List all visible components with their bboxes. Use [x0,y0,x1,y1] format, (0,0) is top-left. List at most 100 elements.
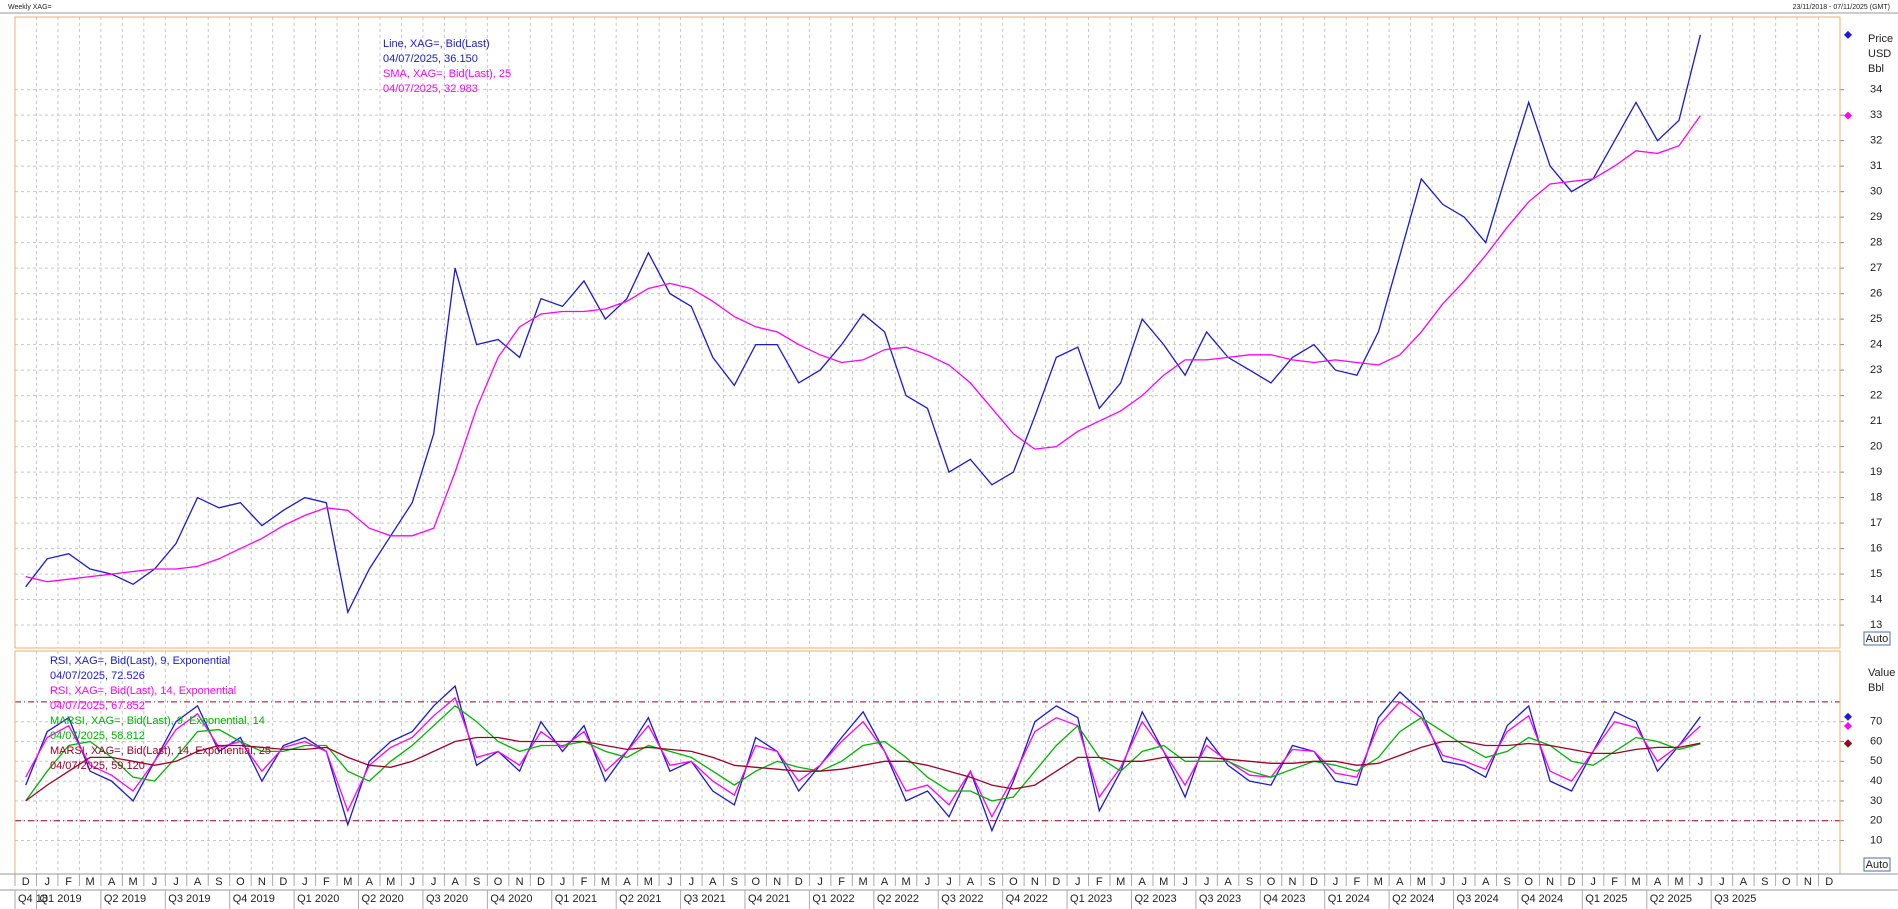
x-tick-label: O [1524,876,1533,888]
x-tick-label: J [1182,876,1188,888]
quarter-label: Q3 2025 [1714,893,1756,905]
quarter-label: Q2 2019 [104,893,146,905]
x-tick-label: S [215,876,222,888]
quarter-label: Q2 2020 [362,893,404,905]
y-tick-label: 20 [1870,440,1882,452]
x-tick-label: A [623,876,631,888]
x-tick-label: F [1611,876,1618,888]
x-tick-label: J [44,876,50,888]
x-tick-label: A [194,876,202,888]
quarter-label: Q2 2023 [1134,893,1176,905]
x-tick-label: J [1462,876,1468,888]
x-tick-label: J [560,876,566,888]
scale-button-label[interactable]: Auto [1866,859,1889,871]
legend-value: 04/07/2025, 58.812 [50,730,145,742]
quarter-label: Q4 2022 [1006,893,1048,905]
x-tick-label: J [1719,876,1725,888]
x-tick-label: S [1246,876,1253,888]
x-tick-label: J [1590,876,1596,888]
legend-value: 04/07/2025, 67.852 [50,700,145,712]
quarter-label: Q2 2025 [1650,893,1692,905]
y-tick-label: 33 [1870,109,1882,121]
x-tick-label: J [1333,876,1339,888]
x-tick-label: J [152,876,158,888]
y-tick-label: 30 [1870,795,1882,807]
x-tick-label: M [1374,876,1383,888]
x-tick-label: J [431,876,437,888]
x-tick-label: J [1075,876,1081,888]
x-tick-label: M [601,876,610,888]
quarter-label: Q2 2021 [619,893,661,905]
x-tick-label: A [108,876,116,888]
y-tick-label: 60 [1870,735,1882,747]
x-tick-label: S [473,876,480,888]
quarter-label: Q3 2021 [684,893,726,905]
axis-label: USD [1868,48,1891,60]
legend-name: Line, XAG=, Bid(Last) [383,38,490,50]
x-tick-label: A [967,876,975,888]
x-tick-label: A [1139,876,1147,888]
x-tick-label: A [366,876,374,888]
x-tick-label: D [22,876,30,888]
x-tick-label: O [236,876,245,888]
x-tick-label: A [1740,876,1748,888]
y-tick-label: 29 [1870,211,1882,223]
x-tick-label: S [988,876,995,888]
x-tick-label: A [881,876,889,888]
y-tick-label: 19 [1870,466,1882,478]
y-tick-label: 30 [1870,186,1882,198]
y-tick-label: 23 [1870,364,1882,376]
x-tick-label: D [279,876,287,888]
x-tick-label: O [1782,876,1791,888]
y-tick-label: 16 [1870,542,1882,554]
axis-label: Value [1868,667,1895,679]
y-tick-label: 27 [1870,262,1882,274]
x-tick-label: M [1417,876,1426,888]
quarter-label: Q3 2020 [426,893,468,905]
legend-value: 04/07/2025, 59.120 [50,760,145,772]
legend-name: MARSI, XAG=, Bid(Last), 9, Exponential, … [50,715,265,727]
series-line [25,684,1701,833]
x-tick-label: F [1096,876,1103,888]
x-tick-label: D [1052,876,1060,888]
y-tick-label: 25 [1870,313,1882,325]
scale-button[interactable] [1863,631,1891,646]
x-tick-label: D [537,876,545,888]
x-tick-label: M [901,876,910,888]
y-tick-label: 50 [1870,755,1882,767]
scale-button-label[interactable]: Auto [1866,633,1889,645]
y-tick-label: 14 [1870,593,1882,605]
legend-name: RSI, XAG=, Bid(Last), 14, Exponential [50,685,236,697]
x-tick-label: N [1289,876,1297,888]
quarter-label: Q1 2022 [812,893,854,905]
series-line [25,736,1701,802]
y-tick-label: 18 [1870,491,1882,503]
quarter-label: Q3 2023 [1199,893,1241,905]
axis-label: Bbl [1868,682,1884,694]
scale-button[interactable] [1863,857,1891,872]
quarter-label: Q2 2022 [877,893,919,905]
x-tick-label: M [644,876,653,888]
x-tick-label: D [1310,876,1318,888]
x-tick-label: J [689,876,695,888]
last-value-marker [1844,111,1852,120]
series-line [25,34,1702,615]
x-tick-label: J [946,876,952,888]
x-tick-label: J [302,876,308,888]
y-tick-label: 32 [1870,135,1882,147]
x-tick-label: N [1031,876,1039,888]
quarter-label: Q1 2021 [555,893,597,905]
y-tick-label: 34 [1870,84,1882,96]
x-tick-label: M [1159,876,1168,888]
quarter-label: Q3 2022 [941,893,983,905]
x-tick-label: N [516,876,524,888]
x-tick-label: O [494,876,503,888]
series-line [25,115,1701,583]
quarter-label: Q4 18 [18,893,48,905]
quarter-label: Q1 2025 [1585,893,1627,905]
x-tick-label: A [709,876,717,888]
x-tick-label: N [1546,876,1554,888]
x-tick-label: S [1504,876,1511,888]
x-tick-label: N [773,876,781,888]
